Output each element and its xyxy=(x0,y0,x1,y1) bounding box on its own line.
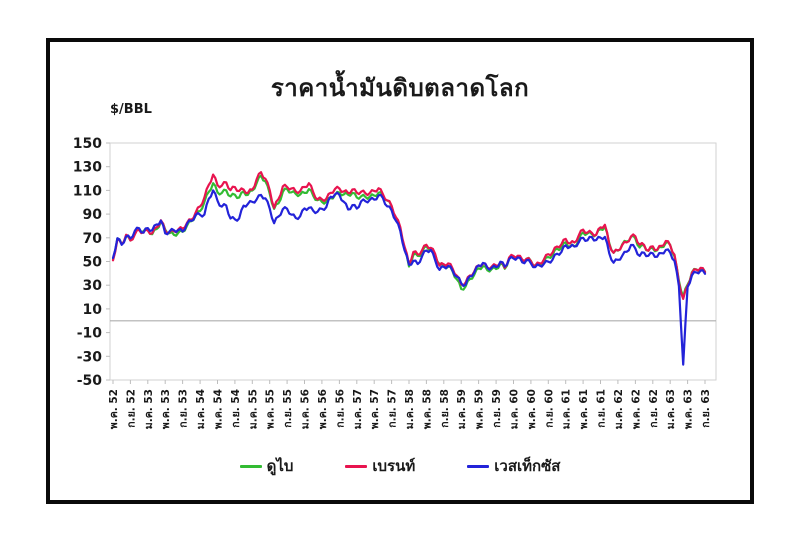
y-axis-tick-label: 150 xyxy=(73,136,102,152)
x-axis-tick-label: ม.ค. 54 xyxy=(195,389,207,429)
x-axis-tick-label: ม.ค. 60 xyxy=(509,389,521,429)
x-axis-tick-label: ก.ย. 59 xyxy=(491,389,503,428)
chart-title: ราคาน้ำมันดิบตลาดโลก xyxy=(270,74,530,102)
x-axis-tick-label: ก.ย. 52 xyxy=(125,389,137,428)
x-axis-tick-label: ม.ค. 57 xyxy=(352,389,364,429)
legend-swatch-brent xyxy=(345,464,368,468)
legend-label-dubai: ดูไบ xyxy=(266,457,294,475)
x-axis-tick-label: พ.ค. 58 xyxy=(421,389,433,429)
x-axis-tick-label: ก.ย. 55 xyxy=(282,389,294,428)
y-axis-tick-label: -50 xyxy=(77,373,103,389)
y-axis-unit-label: $/BBL xyxy=(110,102,152,117)
legend-label-wti: เวสเท็กซัส xyxy=(494,457,561,475)
y-axis-tick-label: -30 xyxy=(77,349,103,365)
x-axis-tick-label: ม.ค. 59 xyxy=(456,389,468,429)
x-axis-tick-label: พ.ค. 59 xyxy=(474,389,486,429)
y-axis-tick-label: 90 xyxy=(83,207,103,223)
y-axis-tick-label: 70 xyxy=(83,231,103,247)
x-axis-tick-label: พ.ค. 60 xyxy=(526,389,538,429)
x-axis-tick-label: ก.ย. 61 xyxy=(596,389,608,428)
x-axis-tick-label: พ.ค. 56 xyxy=(317,389,329,429)
x-axis-tick-label: พ.ค. 57 xyxy=(369,389,381,429)
x-axis-tick-label: ก.ย. 53 xyxy=(178,389,190,428)
series-line-wti xyxy=(111,189,707,366)
x-axis-tick-label: พ.ค. 54 xyxy=(213,389,225,429)
y-axis-tick-label: 50 xyxy=(83,255,103,271)
y-axis-tick-label: 10 xyxy=(83,302,103,318)
x-axis-tick-label: ก.ย. 56 xyxy=(334,389,346,428)
x-axis-tick-label: ม.ค. 58 xyxy=(404,389,416,429)
x-axis-tick-label: ม.ค. 56 xyxy=(300,389,312,429)
x-axis-tick-label: พ.ค. 55 xyxy=(265,389,277,429)
y-axis-tick-label: 110 xyxy=(73,183,102,199)
legend-item-brent: เบรนท์ xyxy=(345,454,415,478)
legend: ดูไบ เบรนท์ เวสเท็กซัส xyxy=(50,454,750,478)
x-axis-tick-label: ก.ย. 62 xyxy=(648,389,660,428)
x-axis-tick-label: ม.ค. 55 xyxy=(247,389,259,429)
x-axis-tick-label: ก.ย. 54 xyxy=(230,389,242,428)
x-axis-tick-label: พ.ค. 62 xyxy=(630,389,642,429)
x-axis-tick-label: ก.ย. 63 xyxy=(700,389,712,428)
x-axis-tick-label: พ.ค. 63 xyxy=(683,389,695,429)
x-axis-tick-label: ก.ย. 58 xyxy=(439,389,451,428)
y-axis-tick-label: 130 xyxy=(73,160,102,176)
x-axis-tick-label: พ.ค. 53 xyxy=(160,389,172,429)
x-axis-tick-label: พ.ค. 61 xyxy=(578,389,590,429)
series-line-brent xyxy=(111,171,707,300)
x-axis-tick-label: ม.ค. 63 xyxy=(665,389,677,429)
chart-frame: ราคาน้ำมันดิบตลาดโลก $/BBL ดูไบ เบรนท์ เวส… xyxy=(46,38,754,504)
y-axis-tick-label: 30 xyxy=(83,278,103,294)
legend-swatch-dubai xyxy=(239,464,262,468)
x-axis-tick-label: ก.ย. 57 xyxy=(387,389,399,428)
x-axis-tick-label: พ.ค. 52 xyxy=(108,389,120,429)
x-axis-tick-label: ม.ค. 61 xyxy=(561,389,573,429)
legend-item-dubai: ดูไบ xyxy=(239,454,294,478)
x-axis-tick-label: ม.ค. 62 xyxy=(613,389,625,429)
series-line-dubai xyxy=(111,174,707,298)
legend-label-brent: เบรนท์ xyxy=(372,457,416,475)
x-axis-tick-label: ม.ค. 53 xyxy=(143,389,155,429)
x-axis-tick-label: ก.ย. 60 xyxy=(543,389,555,428)
legend-item-wti: เวสเท็กซัส xyxy=(467,454,560,478)
legend-swatch-wti xyxy=(467,464,490,468)
y-axis-tick-label: -10 xyxy=(77,326,103,342)
